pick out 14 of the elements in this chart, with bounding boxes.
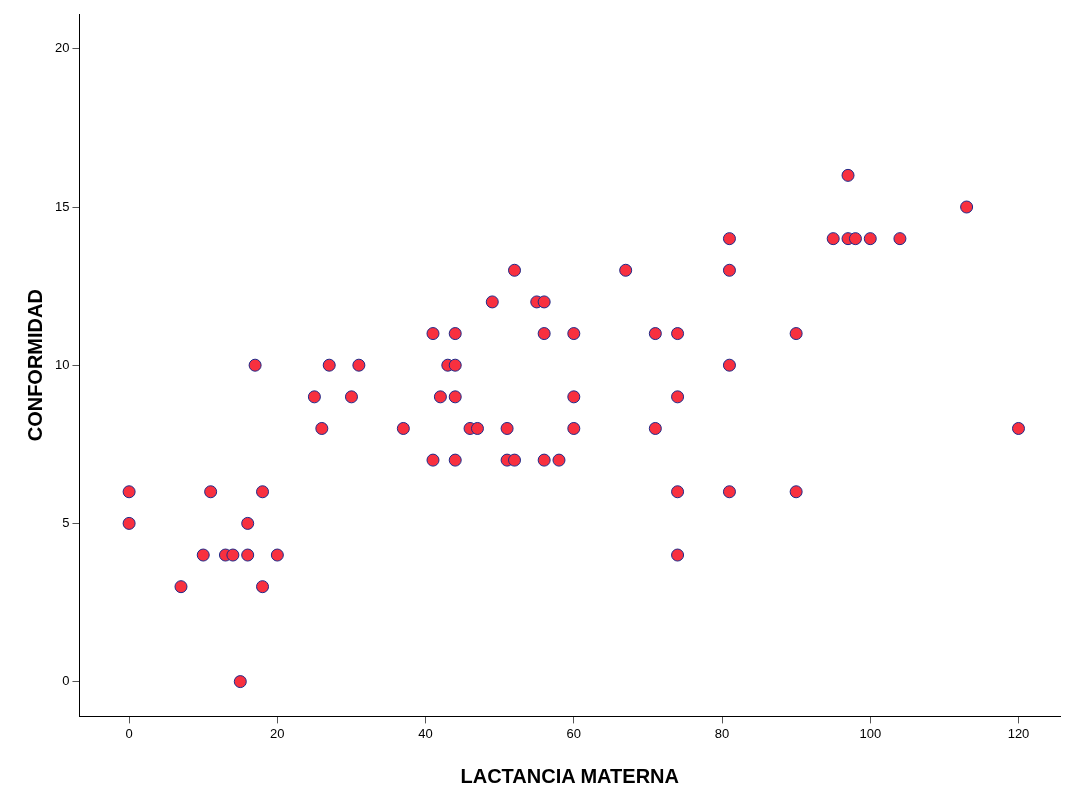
x-tick-label: 80 [714,725,730,741]
x-tick-label: 20 [270,725,285,741]
x-tick-label: 40 [418,725,433,741]
y-tick-label: 5 [62,514,70,530]
x-tick-label: 120 [1007,725,1030,741]
y-tick-label: 15 [54,198,70,214]
x-tick-label: 0 [125,725,133,741]
x-tick-label: 100 [859,725,882,741]
y-axis-title: CONFORMIDAD [23,289,46,442]
x-axis-title: LACTANCIA MATERNA [460,764,679,787]
y-tick-label: 10 [54,356,70,372]
y-tick-label: 20 [54,40,70,56]
x-tick-label: 60 [566,725,582,741]
y-tick-label: 0 [62,673,70,689]
